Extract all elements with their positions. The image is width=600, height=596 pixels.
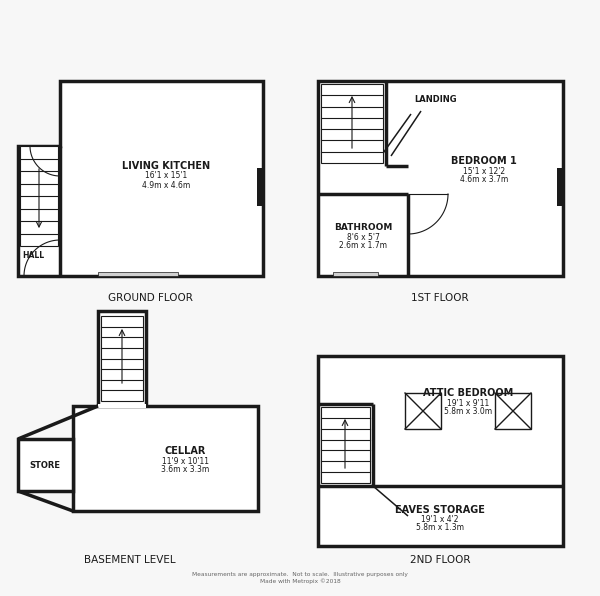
Bar (73, 406, 258, 511)
Bar (101, 316, 143, 401)
Text: LIVING KITCHEN: LIVING KITCHEN (122, 161, 210, 171)
Text: BEDROOM 1: BEDROOM 1 (451, 156, 517, 166)
Text: 19'1 x 4'2: 19'1 x 4'2 (421, 514, 459, 523)
Bar (333, 272, 378, 276)
Text: BATHROOM: BATHROOM (334, 222, 392, 231)
Text: 19'1 x 9'11: 19'1 x 9'11 (447, 399, 489, 408)
Text: EAVES STORAGE: EAVES STORAGE (395, 505, 485, 515)
Text: BASEMENT LEVEL: BASEMENT LEVEL (84, 555, 176, 565)
Text: 2.6m x 1.7m: 2.6m x 1.7m (339, 241, 387, 250)
Bar (98, 311, 146, 406)
Text: 2ND FLOOR: 2ND FLOOR (410, 555, 470, 565)
Text: STORE: STORE (29, 461, 61, 470)
Text: LANDING: LANDING (415, 95, 457, 104)
Bar (318, 356, 563, 546)
Polygon shape (18, 81, 263, 276)
Bar (98, 404, 146, 408)
Bar (405, 393, 441, 429)
Text: 15'1 x 12'2: 15'1 x 12'2 (463, 166, 505, 175)
Text: 8'6 x 5'7: 8'6 x 5'7 (347, 232, 379, 241)
Bar (321, 407, 370, 483)
Text: 11'9 x 10'11: 11'9 x 10'11 (161, 457, 209, 465)
Text: 5.8m x 1.3m: 5.8m x 1.3m (416, 523, 464, 532)
Text: 1ST FLOOR: 1ST FLOOR (411, 293, 469, 303)
Bar (321, 84, 383, 163)
Text: 16'1 x 15'1: 16'1 x 15'1 (145, 172, 187, 181)
Text: CELLAR: CELLAR (164, 446, 206, 456)
Bar (495, 393, 531, 429)
Text: 3.6m x 3.3m: 3.6m x 3.3m (161, 465, 209, 474)
Bar (18, 439, 73, 491)
Bar (557, 168, 563, 206)
Text: ATTIC BEDROOM: ATTIC BEDROOM (423, 388, 513, 398)
Text: 5.8m x 3.0m: 5.8m x 3.0m (444, 408, 492, 417)
Bar (98, 272, 178, 276)
Text: Measurements are approximate.  Not to scale.  Illustrative purposes only
Made wi: Measurements are approximate. Not to sca… (192, 572, 408, 584)
Text: 4.6m x 3.7m: 4.6m x 3.7m (460, 175, 508, 185)
Bar (318, 81, 563, 276)
Text: 4.9m x 4.6m: 4.9m x 4.6m (142, 181, 190, 190)
Text: HALL: HALL (22, 252, 44, 260)
Text: GROUND FLOOR: GROUND FLOOR (107, 293, 193, 303)
Bar (20, 146, 58, 246)
Bar (257, 168, 263, 206)
